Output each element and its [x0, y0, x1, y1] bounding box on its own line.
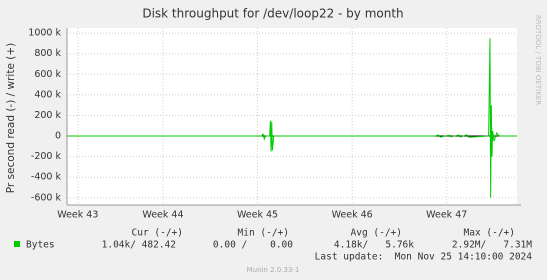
legend-header: Max (-/+) — [464, 228, 515, 239]
legend-header: Avg (-/+) — [351, 228, 402, 239]
y-tick-label: 600 k — [34, 69, 61, 80]
legend-swatch — [14, 241, 20, 247]
x-tick-label: Week 45 — [237, 210, 278, 221]
y-tick-label: 800 k — [34, 48, 61, 59]
y-tick-label: 200 k — [34, 110, 61, 121]
legend-cell: 1.04k/ 482.42 — [102, 240, 176, 251]
footer: Munin 2.0.33-1 — [247, 266, 300, 274]
y-tick-label: -200 k — [31, 151, 62, 162]
legend-header: Cur (-/+) — [132, 228, 183, 239]
legend-header: Min (-/+) — [238, 228, 289, 239]
y-tick-label: 1000 k — [28, 28, 61, 39]
plot-area — [67, 28, 517, 205]
chart-title: Disk throughput for /dev/loop22 - by mon… — [142, 7, 403, 21]
y-tick-label: 400 k — [34, 89, 61, 100]
legend-cell: 4.18k/ 5.76k — [334, 240, 414, 251]
x-tick-label: Week 46 — [332, 210, 373, 221]
legend-cell: 0.00 / 0.00 — [213, 240, 293, 251]
x-tick-label: Week 44 — [142, 210, 183, 221]
y-tick-label: 0 — [55, 131, 61, 142]
y-tick-label: -400 k — [31, 172, 62, 183]
y-tick-label: -600 k — [31, 192, 62, 203]
legend-name: Bytes — [26, 240, 55, 251]
legend-cell: 2.92M/ 7.31M — [452, 240, 532, 251]
x-tick-label: Week 43 — [57, 210, 98, 221]
data-line — [67, 38, 517, 198]
last-update: Last update: Mon Nov 25 14:10:00 2024 — [315, 252, 533, 263]
side-label: RRDTOOL / TOBI OETIKER — [534, 15, 542, 105]
y-axis-label: Pr second read (-) / write (+) — [5, 43, 17, 194]
x-tick-label: Week 47 — [426, 210, 467, 221]
